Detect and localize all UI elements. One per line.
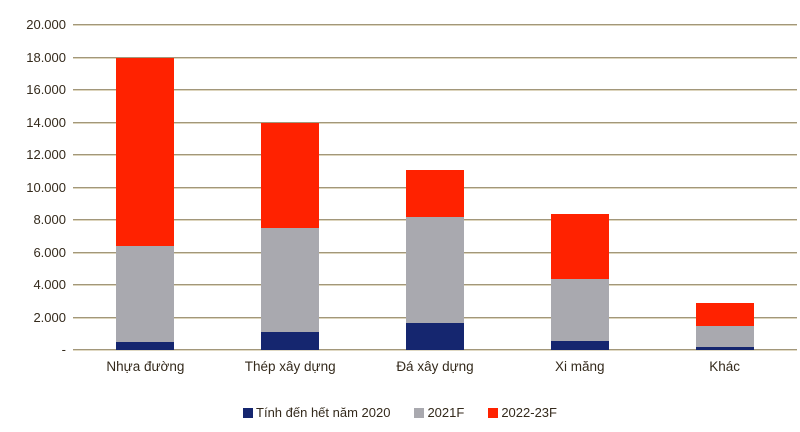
y-tick-label: 6.000 — [33, 244, 66, 260]
bar-segment-series-2 — [261, 228, 320, 333]
y-tick-label: 8.000 — [33, 212, 66, 227]
legend-label: Tính đến hết năm 2020 — [256, 405, 391, 420]
legend-swatch-icon — [243, 407, 254, 418]
bar-segment-series-3 — [695, 302, 754, 326]
bar-segment-series-3 — [406, 169, 464, 217]
x-tick-label: Nhựa đường — [106, 359, 185, 374]
bar-segment-series-3 — [550, 213, 609, 279]
y-tick-label: 2.000 — [33, 309, 66, 325]
gridline — [73, 154, 797, 156]
bar-group-2 — [261, 122, 320, 350]
legend-item-2: 2021F — [414, 405, 464, 420]
bar-segment-series-3 — [261, 122, 320, 229]
plot-area — [73, 24, 797, 351]
legend-swatch-icon — [414, 407, 425, 418]
gridline — [73, 89, 797, 91]
legend-label: 2022-23F — [501, 405, 557, 420]
bar-segment-series-1 — [116, 341, 175, 350]
x-tick-label: Thép xây dựng — [244, 359, 336, 374]
bar-group-5 — [695, 302, 754, 350]
y-tick-label: 20.000 — [26, 17, 66, 32]
legend-item-1: Tính đến hết năm 2020 — [243, 405, 390, 420]
bar-segment-series-2 — [406, 216, 464, 324]
y-tick-label: 10.000 — [26, 179, 66, 195]
bar-segment-series-2 — [550, 278, 609, 342]
bar-group-4 — [550, 213, 609, 350]
bar-group-3 — [406, 169, 464, 350]
legend-item-3: 2022-23F — [488, 405, 557, 420]
y-tick-label: 18.000 — [26, 49, 66, 65]
gridline — [73, 121, 797, 124]
y-tick-label: 12.000 — [26, 147, 66, 162]
x-axis-line — [73, 349, 797, 351]
bar-segment-series-1 — [406, 323, 464, 350]
bar-segment-series-1 — [550, 341, 609, 350]
legend-label: 2021F — [427, 405, 465, 420]
bar-segment-series-1 — [261, 332, 320, 350]
bar-segment-series-2 — [116, 246, 175, 342]
y-tick-label: 14.000 — [26, 114, 66, 130]
y-tick-label: 16.000 — [26, 82, 66, 97]
gridline — [73, 56, 797, 59]
legend: Tính đến hết năm 2020 2021F 2022-23F — [0, 405, 800, 420]
bar-group-1 — [116, 57, 175, 350]
legend-swatch-icon — [488, 407, 499, 418]
x-tick-label: Khác — [709, 359, 740, 374]
x-tick-label: Xi măng — [555, 359, 605, 374]
gridline — [73, 24, 797, 26]
bar-segment-series-1 — [695, 346, 754, 350]
bar-segment-series-3 — [116, 57, 175, 246]
x-tick-label: Đá xây dựng — [396, 359, 474, 374]
bar-segment-series-2 — [695, 325, 754, 347]
y-tick-label: - — [61, 342, 66, 357]
y-tick-label: 4.000 — [33, 277, 66, 292]
